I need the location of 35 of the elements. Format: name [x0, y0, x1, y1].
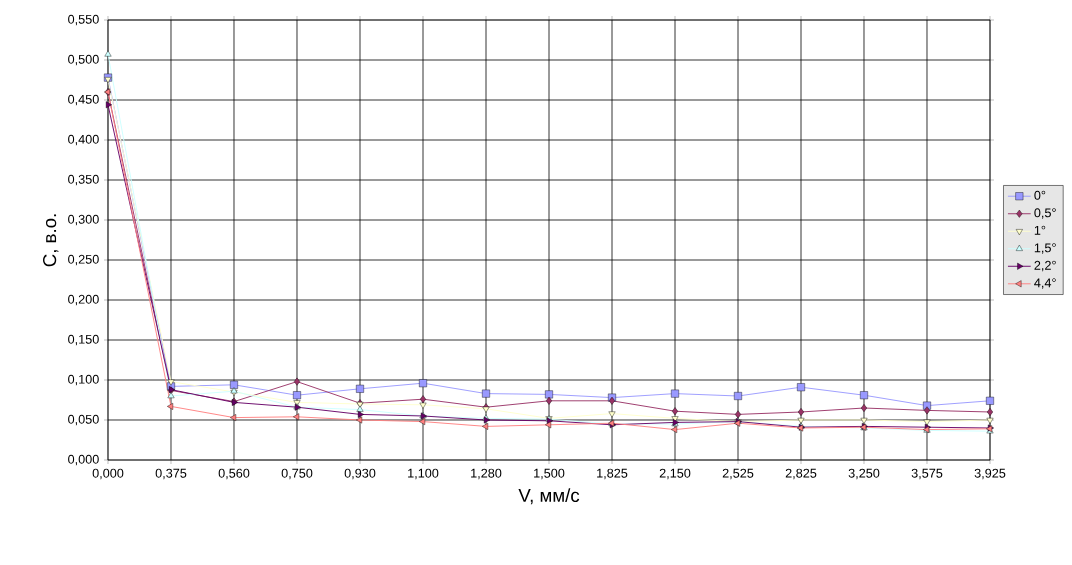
- y-axis-title: С, в.о.: [43, 214, 59, 267]
- x-tick-label: 2,525: [722, 468, 754, 480]
- x-tick-label: 1,100: [408, 468, 439, 480]
- legend-label: 1,5°: [1034, 243, 1056, 254]
- y-tick-label: 0,250: [68, 254, 99, 266]
- legend-label: 0°: [1034, 190, 1046, 200]
- y-tick-label: 0,200: [68, 294, 99, 306]
- legend-label: 0,5°: [1034, 208, 1056, 219]
- y-tick-label: 0,500: [68, 54, 99, 66]
- y-tick-label: 0,450: [68, 94, 99, 106]
- x-tick-label: 1,825: [597, 468, 628, 480]
- legend-label: 4,4°: [1034, 278, 1056, 289]
- x-tick-label: 1,280: [471, 468, 502, 480]
- x-tick-label: 1,500: [534, 468, 565, 480]
- y-tick-label: 0,150: [68, 334, 99, 346]
- x-axis-title: V, мм/с: [518, 488, 580, 505]
- x-tick-label: 3,575: [911, 468, 943, 480]
- y-tick-label: 0,050: [68, 414, 99, 426]
- x-tick-label: 3,250: [848, 468, 880, 480]
- x-tick-label: 0,560: [218, 468, 250, 480]
- y-tick-label: 0,550: [68, 14, 99, 26]
- legend-label: 2,2°: [1034, 260, 1056, 272]
- x-tick-label: 0,375: [155, 468, 187, 480]
- x-tick-label: 2,825: [785, 468, 817, 480]
- y-tick-label: 0,300: [68, 214, 99, 226]
- y-tick-label: 0,100: [68, 374, 99, 386]
- legend-label: 1°: [1034, 225, 1046, 235]
- y-tick-label: 0,350: [68, 174, 99, 186]
- y-tick-label: 0,400: [68, 134, 99, 146]
- x-tick-label: 0,930: [344, 468, 376, 480]
- x-tick-label: 0,750: [281, 468, 313, 480]
- x-tick-label: 0,000: [92, 468, 124, 480]
- x-tick-label: 2,150: [659, 468, 691, 480]
- x-tick-label: 3,925: [974, 468, 1006, 480]
- y-tick-label: 0,000: [68, 454, 99, 466]
